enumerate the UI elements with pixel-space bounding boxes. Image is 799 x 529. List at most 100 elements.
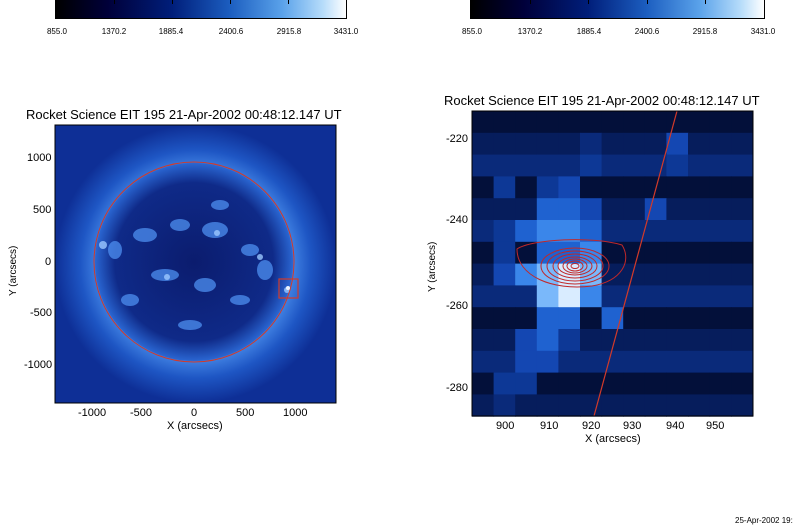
image-pixel bbox=[709, 394, 732, 417]
image-pixel bbox=[709, 372, 732, 395]
image-pixel bbox=[601, 198, 624, 221]
image-pixel bbox=[472, 394, 495, 417]
image-pixel bbox=[493, 307, 516, 330]
left-ytick: -500 bbox=[30, 307, 53, 319]
colorbar-left-tick: 1370.2 bbox=[101, 27, 127, 36]
image-pixel bbox=[536, 111, 559, 134]
image-pixel bbox=[709, 220, 732, 243]
active-regions bbox=[108, 200, 273, 330]
image-pixel bbox=[666, 307, 689, 330]
image-pixel bbox=[731, 285, 754, 308]
left-ytick: 500 bbox=[33, 204, 52, 216]
image-pixel bbox=[472, 198, 495, 221]
image-pixel bbox=[536, 285, 559, 308]
image-pixel bbox=[623, 132, 646, 156]
image-pixel bbox=[623, 198, 646, 221]
image-pixel bbox=[709, 263, 732, 286]
image-pixel bbox=[731, 350, 754, 374]
image-pixel bbox=[515, 307, 538, 330]
zoom-region-box bbox=[278, 278, 299, 299]
left-xtick: 500 bbox=[236, 407, 255, 419]
colorbar-left-tick: 2915.8 bbox=[276, 27, 302, 36]
colorbar-left bbox=[55, 0, 347, 19]
image-pixel bbox=[731, 154, 754, 177]
image-pixel bbox=[493, 394, 516, 417]
right-ytick: -240 bbox=[446, 214, 469, 226]
image-pixel bbox=[558, 394, 581, 417]
image-pixel bbox=[644, 394, 667, 417]
image-pixel bbox=[644, 132, 667, 156]
timestamp: 25-Apr-2002 19: bbox=[735, 516, 793, 525]
colorbar-right-tick: 1370.2 bbox=[517, 27, 543, 36]
image-pixel bbox=[558, 132, 581, 156]
left-xtick: -500 bbox=[130, 407, 153, 419]
right-xtick: 920 bbox=[582, 420, 601, 432]
image-pixel bbox=[536, 176, 559, 199]
image-pixel bbox=[688, 198, 711, 221]
image-pixel bbox=[731, 132, 754, 156]
image-pixel bbox=[493, 350, 516, 374]
left-ytick: 1000 bbox=[27, 152, 52, 164]
left-ytick: 0 bbox=[45, 256, 52, 268]
image-pixel bbox=[731, 372, 754, 395]
image-pixel bbox=[601, 394, 624, 417]
image-pixel bbox=[472, 111, 495, 134]
solar-disk bbox=[95, 163, 293, 361]
image-pixel bbox=[688, 176, 711, 199]
image-pixel bbox=[623, 285, 646, 308]
full-disk-image bbox=[54, 124, 337, 404]
right-panel-title: Rocket Science EIT 195 21-Apr-2002 00:48… bbox=[444, 93, 760, 108]
image-pixel bbox=[493, 132, 516, 156]
image-pixel bbox=[644, 329, 667, 352]
image-pixel bbox=[666, 263, 689, 286]
image-pixel bbox=[666, 176, 689, 199]
image-pixel bbox=[472, 307, 495, 330]
image-pixel bbox=[623, 372, 646, 395]
image-pixel bbox=[515, 394, 538, 417]
image-pixel bbox=[688, 111, 711, 134]
image-pixel bbox=[731, 263, 754, 286]
image-pixel bbox=[709, 176, 732, 199]
image-pixel bbox=[731, 111, 754, 134]
image-pixel bbox=[601, 176, 624, 199]
image-pixel bbox=[623, 154, 646, 177]
image-pixel bbox=[493, 329, 516, 352]
image-pixel bbox=[515, 372, 538, 395]
image-pixel bbox=[688, 394, 711, 417]
left-xlabel: X (arcsecs) bbox=[167, 420, 223, 432]
image-pixel bbox=[709, 329, 732, 352]
image-pixel bbox=[623, 263, 646, 286]
solar-limb bbox=[93, 161, 295, 363]
image-pixel bbox=[580, 176, 603, 199]
image-pixel bbox=[666, 198, 689, 221]
image-pixel bbox=[623, 394, 646, 417]
image-pixel bbox=[644, 154, 667, 177]
image-pixel bbox=[536, 220, 559, 243]
image-pixel bbox=[558, 111, 581, 134]
image-pixel bbox=[688, 307, 711, 330]
image-pixel bbox=[666, 394, 689, 417]
image-pixel bbox=[580, 372, 603, 395]
colorbar-left-tick: 3431.0 bbox=[333, 27, 359, 36]
image-pixel bbox=[493, 176, 516, 199]
image-pixel bbox=[688, 372, 711, 395]
image-pixel bbox=[493, 285, 516, 308]
image-pixel bbox=[493, 372, 516, 395]
image-pixel bbox=[558, 154, 581, 177]
image-pixel bbox=[666, 111, 689, 134]
image-pixel bbox=[515, 263, 538, 286]
image-pixel bbox=[688, 132, 711, 156]
image-pixel bbox=[709, 241, 732, 265]
image-pixel bbox=[536, 394, 559, 417]
image-pixel bbox=[472, 350, 495, 374]
colorbar-left-tick: 855.0 bbox=[46, 27, 68, 36]
image-pixel bbox=[731, 198, 754, 221]
image-pixel bbox=[601, 285, 624, 308]
image-pixel bbox=[580, 198, 603, 221]
image-pixel bbox=[731, 241, 754, 265]
image-pixel bbox=[623, 307, 646, 330]
image-pixel bbox=[731, 176, 754, 199]
image-pixel bbox=[688, 350, 711, 374]
image-pixel bbox=[601, 111, 624, 134]
colorbar-right-tick: 3431.0 bbox=[750, 27, 776, 36]
